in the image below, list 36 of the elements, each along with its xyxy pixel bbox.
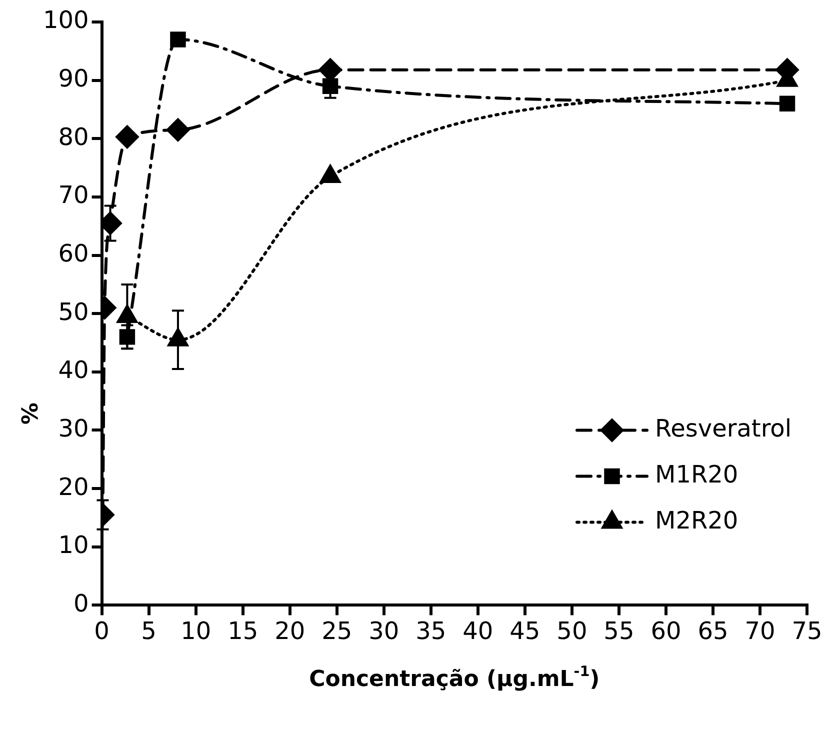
legend-label: M2R20	[655, 506, 738, 534]
x-tick-label: 15	[228, 616, 258, 645]
y-tick-label: 50	[58, 298, 89, 326]
x-tick-label: 30	[368, 616, 400, 645]
y-tick-label: 40	[58, 356, 89, 384]
x-tick-label: 45	[510, 616, 540, 645]
y-tick-label: 90	[58, 64, 89, 93]
y-tick-label: 80	[58, 122, 89, 151]
point	[166, 118, 190, 142]
x-tick-label: 70	[744, 616, 776, 645]
y-tick-label: 100	[42, 6, 89, 34]
x-tick-label: 20	[274, 616, 306, 645]
y-tick-label: 60	[58, 240, 89, 268]
point	[116, 125, 139, 148]
x-tick-label: 25	[322, 616, 352, 645]
point	[779, 96, 796, 112]
y-tick-label: 20	[58, 472, 89, 501]
y-axis-title: %	[18, 402, 44, 425]
x-tick-label: 10	[180, 616, 212, 645]
point	[119, 329, 136, 345]
x-tick-label: 65	[698, 616, 728, 645]
x-tick-label: 40	[462, 616, 494, 645]
x-tick-label: 50	[556, 616, 588, 645]
x-tick-label: 60	[650, 616, 682, 645]
legend-label: Resveratrol	[655, 414, 792, 442]
x-tick-label: 5	[141, 616, 156, 645]
y-tick-label: 10	[58, 531, 89, 560]
x-tick-label: 75	[792, 616, 822, 645]
legend-label: M1R20	[655, 460, 738, 488]
y-tick-label: 30	[58, 414, 89, 442]
x-tick-label: 0	[94, 616, 110, 645]
point	[170, 32, 186, 48]
x-tick-label: 55	[604, 616, 634, 645]
x-tick-label: 35	[416, 616, 446, 645]
y-tick-label: 0	[74, 589, 89, 618]
y-tick-label: 70	[58, 181, 89, 210]
